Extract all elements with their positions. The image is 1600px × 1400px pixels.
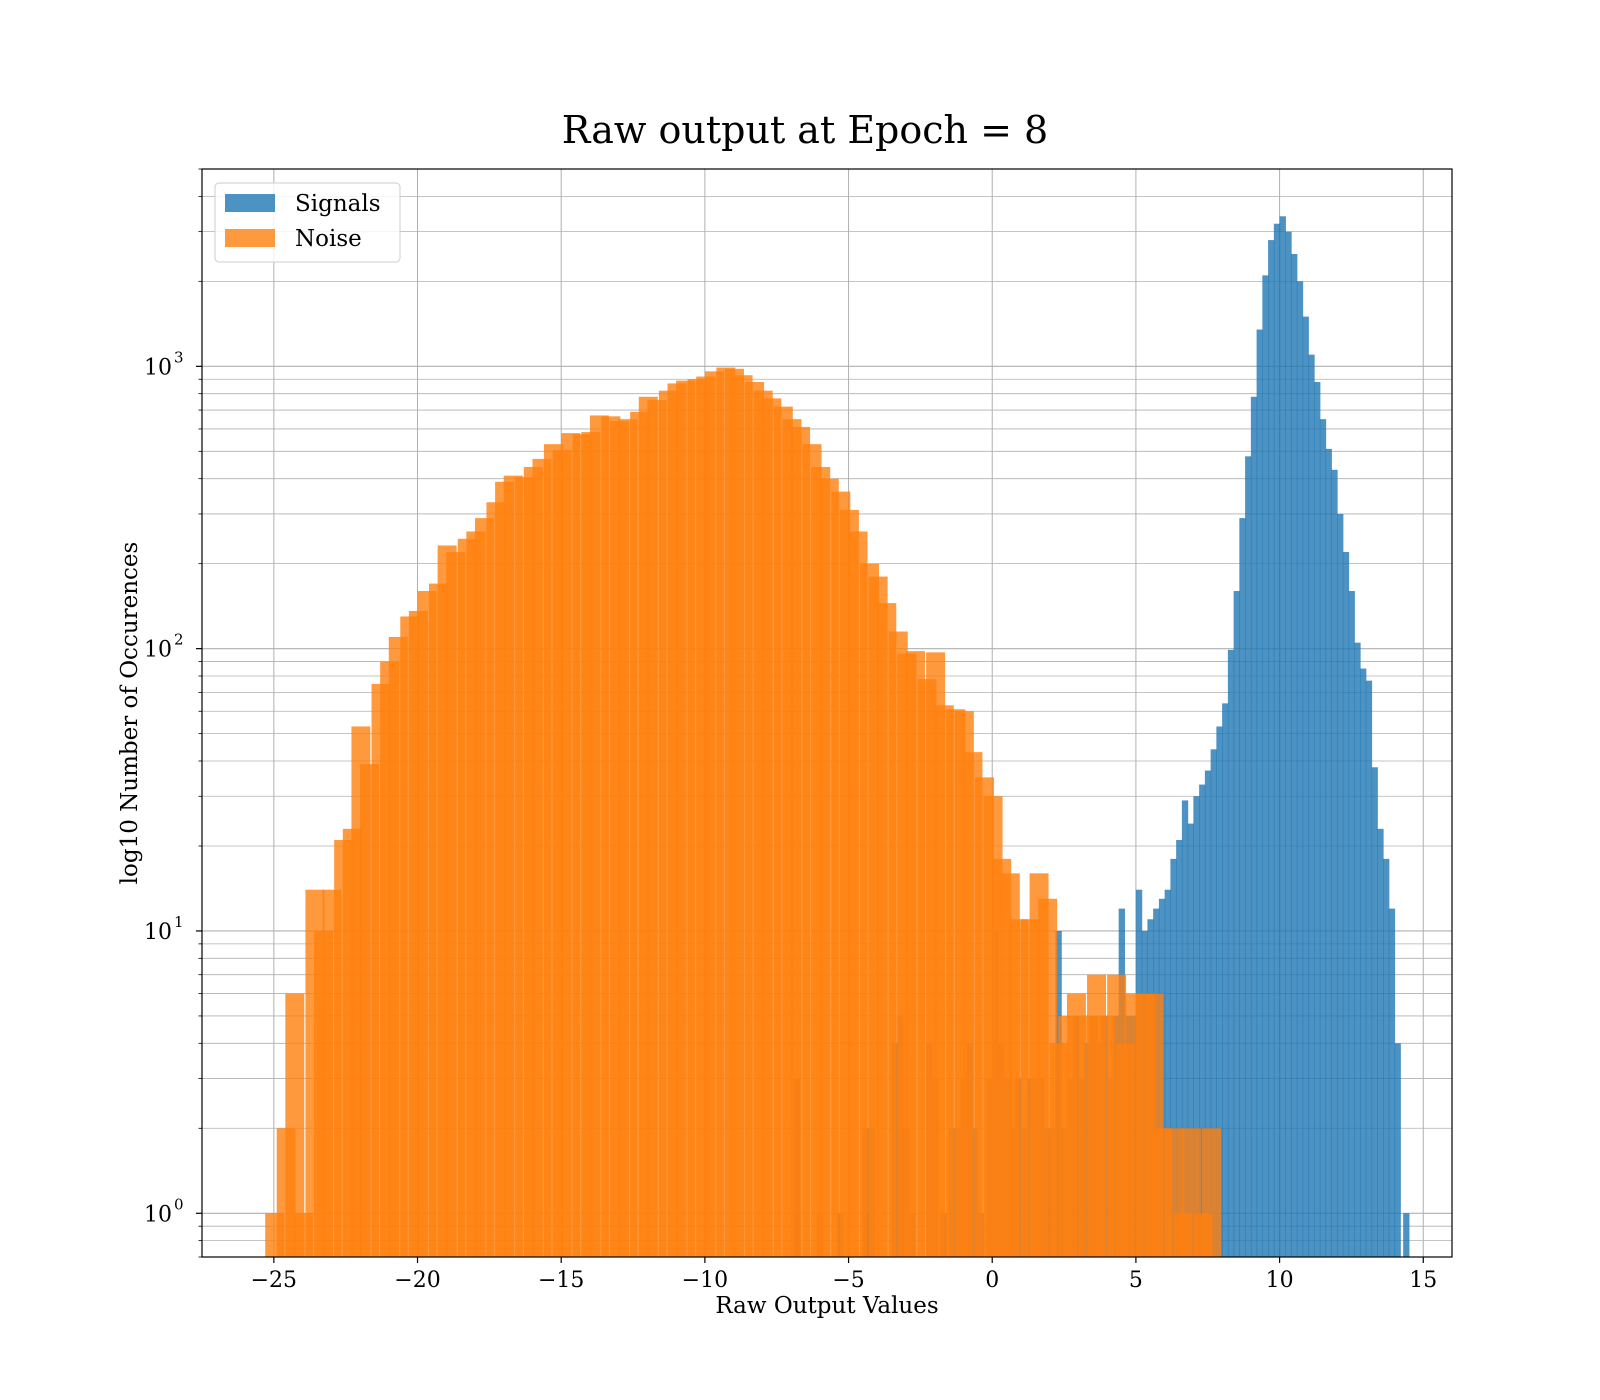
histogram-bar-signals — [1170, 858, 1177, 1257]
histogram-bar-signals — [1216, 726, 1223, 1257]
y-tick-label: 10 — [144, 355, 172, 380]
legend-label-signals: Signals — [295, 191, 381, 217]
x-tick-label: −15 — [538, 1268, 584, 1293]
chart-title: Raw output at Epoch = 8 — [562, 108, 1048, 152]
y-tick-exponent: 1 — [174, 913, 184, 931]
histogram-bar-signals — [1181, 800, 1189, 1257]
histogram-bar-signals — [1337, 513, 1344, 1257]
histogram-bar-signals — [1325, 448, 1332, 1258]
histogram-bar-signals — [1354, 642, 1361, 1257]
x-ticks: −25 −20 −15 −10 −5 0 5 10 15 — [251, 1257, 1437, 1293]
y-axis-label: log10 Number of Occurences — [117, 542, 143, 885]
y-tick-exponent: 2 — [174, 631, 184, 649]
histogram-bar-signals — [1164, 889, 1171, 1257]
plot-frame — [201, 168, 1453, 1258]
x-tick-label: 10 — [1266, 1268, 1294, 1293]
histogram-bar-signals — [1291, 253, 1298, 1257]
y-tick-label: 10 — [144, 920, 172, 945]
legend-label-noise: Noise — [295, 226, 362, 252]
histogram-bar-signals — [1371, 767, 1378, 1257]
x-tick-label: 0 — [985, 1268, 999, 1293]
histogram-bar-signals — [1403, 1213, 1410, 1257]
x-tick-label: −25 — [251, 1268, 297, 1293]
histogram-bar-signals — [1187, 823, 1194, 1257]
histogram-bar-signals — [1394, 1043, 1401, 1257]
histogram-bar-signals — [1319, 419, 1327, 1257]
histogram-bar-signals — [1250, 396, 1258, 1257]
histogram-bar-signals — [1176, 839, 1183, 1257]
histogram-bar-signals — [1314, 382, 1321, 1257]
histogram-bar-signals — [1296, 281, 1304, 1257]
x-tick-label: −10 — [682, 1268, 728, 1293]
histogram-bar-signals — [1279, 216, 1286, 1257]
histogram-bar-signals — [1256, 329, 1263, 1257]
histogram-bar-signals — [1222, 703, 1229, 1257]
histogram-bar-signals — [1204, 770, 1212, 1257]
histogram-bar-signals — [1383, 858, 1390, 1257]
x-tick-label: −5 — [832, 1268, 864, 1293]
histogram-bar-signals — [1360, 668, 1367, 1257]
histogram-bar-signals — [1348, 591, 1355, 1257]
legend-swatch-noise — [225, 229, 275, 247]
histogram-bar-signals — [1308, 354, 1315, 1257]
histogram-bar-signals — [1331, 469, 1338, 1258]
histogram-bar-signals — [1285, 231, 1292, 1258]
histogram-bar-signals — [1245, 456, 1252, 1257]
y-tick-label: 10 — [144, 1202, 172, 1227]
histogram-bar-signals — [1268, 240, 1275, 1258]
histogram-bar-signals — [1233, 591, 1240, 1257]
x-tick-label: −20 — [394, 1268, 440, 1293]
x-axis-label: Raw Output Values — [715, 1293, 938, 1319]
y-tick-label: 10 — [144, 638, 172, 663]
histogram-bar-noise — [285, 993, 305, 1257]
x-tick-label: 5 — [1129, 1268, 1143, 1293]
y-tick-exponent: 3 — [174, 348, 184, 366]
histogram-bar-signals — [1365, 680, 1373, 1257]
histogram-bar-signals — [1302, 316, 1309, 1257]
histogram-bar-signals — [1193, 796, 1200, 1257]
histogram-bar-noise — [1202, 1128, 1221, 1257]
histogram-bar-signals — [1377, 828, 1384, 1257]
histogram-bar-signals — [1262, 275, 1269, 1257]
histogram-bar-signals — [1342, 551, 1350, 1257]
y-tick-exponent: 0 — [174, 1195, 184, 1213]
x-tick-label: 15 — [1409, 1268, 1437, 1293]
histogram-bar-signals — [1388, 908, 1396, 1257]
bars-layer — [265, 216, 1410, 1258]
histogram-bar-signals — [1227, 649, 1235, 1257]
legend: Signals Noise — [214, 182, 401, 263]
histogram-bar-signals — [1239, 518, 1246, 1257]
histogram-bar-signals — [1210, 749, 1217, 1257]
legend-swatch-signals — [225, 194, 275, 212]
series-noise — [265, 367, 1221, 1258]
histogram-bar-signals — [1273, 223, 1281, 1257]
histogram-bar-signals — [1199, 784, 1206, 1257]
